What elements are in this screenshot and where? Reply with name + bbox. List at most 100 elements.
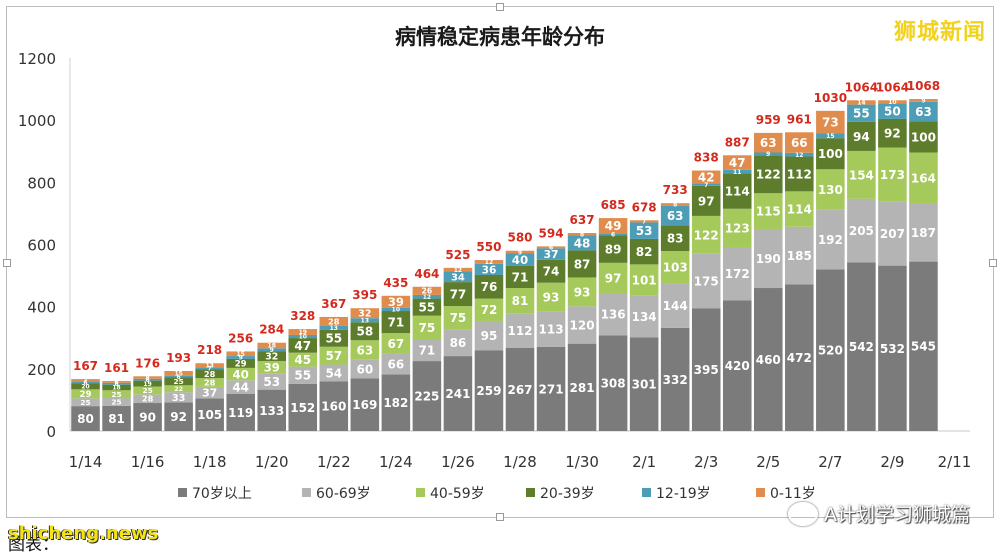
data-label: 8 xyxy=(673,202,677,209)
legend-swatch xyxy=(526,488,535,497)
data-label: 10 xyxy=(299,334,307,341)
data-label: 58 xyxy=(356,325,373,339)
wechat-watermark: A计划学习狮城篇 xyxy=(788,500,970,527)
data-label: 154 xyxy=(849,168,874,182)
bar-segment xyxy=(909,121,938,153)
bar-segment xyxy=(381,353,411,375)
data-label: 82 xyxy=(636,245,653,259)
data-label: 20 xyxy=(81,383,89,390)
bar-segment xyxy=(381,311,411,334)
data-label: 14 xyxy=(857,100,865,107)
total-label: 284 xyxy=(259,323,284,337)
total-label: 959 xyxy=(756,113,781,127)
data-label: 29 xyxy=(235,360,247,370)
bar-segment xyxy=(133,378,162,381)
data-label: 164 xyxy=(911,171,936,185)
bar-segment xyxy=(133,386,162,395)
bar-segment xyxy=(816,110,845,134)
data-label: 192 xyxy=(818,233,843,247)
x-tick-label: 1/26 xyxy=(441,453,475,471)
data-label: 532 xyxy=(880,342,905,356)
bar-segment xyxy=(164,377,193,386)
data-label: 7 xyxy=(704,182,708,189)
x-tick-label: 1/18 xyxy=(193,453,227,471)
bar-segment xyxy=(350,340,380,360)
data-label: 18 xyxy=(268,343,276,350)
bar-segment xyxy=(567,235,597,251)
data-label: 11 xyxy=(733,169,741,176)
bar-segment xyxy=(722,300,752,431)
bar-segment xyxy=(102,382,131,385)
resize-handle-right[interactable] xyxy=(989,259,997,267)
bar-segment xyxy=(567,232,597,236)
data-label: 9 xyxy=(766,151,770,158)
total-label: 550 xyxy=(476,240,501,254)
data-label: 90 xyxy=(139,410,156,424)
data-label: 9 xyxy=(270,347,274,354)
bar-segment xyxy=(909,203,938,262)
data-label: 225 xyxy=(414,389,439,403)
data-label: 6 xyxy=(114,379,118,386)
data-label: 76 xyxy=(481,280,498,294)
data-label: 7 xyxy=(83,377,87,384)
data-label: 172 xyxy=(725,267,750,281)
bar-segment xyxy=(660,203,690,206)
bar-segment xyxy=(164,371,193,376)
bar-segment xyxy=(381,333,411,354)
x-tick-label: 1/20 xyxy=(255,453,289,471)
data-label: 66 xyxy=(388,358,405,372)
data-label: 12 xyxy=(454,267,462,274)
resize-handle-left[interactable] xyxy=(3,259,11,267)
data-label: 55 xyxy=(419,301,436,315)
data-label: 100 xyxy=(911,130,936,144)
data-label: 32 xyxy=(358,309,371,320)
legend-label: 40-59岁 xyxy=(430,486,485,502)
data-label: 112 xyxy=(787,167,812,181)
data-label: 136 xyxy=(601,308,626,322)
data-label: 113 xyxy=(539,323,564,337)
data-label: 60 xyxy=(356,363,373,377)
resize-handle-top[interactable] xyxy=(496,3,504,11)
x-tick-label: 1/28 xyxy=(503,453,537,471)
bar-segment xyxy=(412,286,442,295)
data-label: 308 xyxy=(601,377,626,391)
data-label: 81 xyxy=(512,294,529,308)
data-label: 49 xyxy=(605,219,622,233)
bar-segment xyxy=(691,185,721,216)
data-label: 36 xyxy=(482,264,497,276)
data-label: 29 xyxy=(80,390,92,400)
data-labels: 8025292067167812525186616190282519681769… xyxy=(73,79,940,426)
bar-segment xyxy=(816,138,845,170)
data-label: 112 xyxy=(507,324,532,338)
data-label: 542 xyxy=(849,340,874,354)
brand-watermark: 狮城新闻 xyxy=(893,20,986,45)
bar-segment xyxy=(598,292,628,336)
data-label: 10 xyxy=(392,307,400,314)
resize-handle-bottom[interactable] xyxy=(496,513,504,521)
data-label: 15 xyxy=(237,351,245,358)
bar-segment xyxy=(691,308,721,431)
data-label: 6 xyxy=(114,381,118,388)
bar-segment xyxy=(288,338,318,353)
data-label: 114 xyxy=(725,184,750,198)
data-label: 50 xyxy=(884,105,901,119)
data-label: 182 xyxy=(383,396,408,410)
bar-segment xyxy=(754,193,783,229)
bar-segment xyxy=(847,150,876,199)
total-label: 161 xyxy=(104,361,129,375)
data-label: 100 xyxy=(818,147,843,161)
data-label: 7 xyxy=(642,219,646,226)
data-label: 8 xyxy=(580,231,584,238)
total-label: 395 xyxy=(352,288,377,302)
bar-segment xyxy=(71,381,100,384)
bar-segment xyxy=(288,329,318,335)
bar-segment xyxy=(71,398,100,407)
bar-segment xyxy=(785,226,814,285)
bar-segment xyxy=(909,101,938,122)
data-label: 83 xyxy=(667,232,684,246)
bar-segment xyxy=(909,152,938,204)
total-label: 637 xyxy=(570,213,595,227)
total-label: 218 xyxy=(197,343,222,357)
bar-segment xyxy=(785,132,814,153)
bar-segment xyxy=(226,358,255,368)
